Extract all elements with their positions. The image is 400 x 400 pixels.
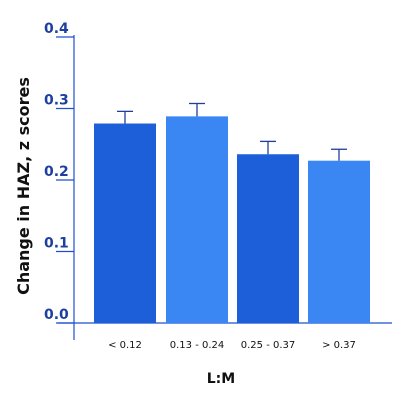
bar [166, 116, 228, 324]
y-ticks: 0.0 0.1 0.2 0.3 0.4 [44, 21, 74, 324]
x-tick-label: < 0.12 [108, 340, 142, 351]
y-axis-title: Change in HAZ, z scores [14, 77, 33, 295]
bars [94, 116, 370, 324]
x-axis-title: L:M [207, 371, 235, 387]
x-ticks: < 0.12 0.13 - 0.24 0.25 - 0.37 > 0.37 [108, 340, 356, 351]
bar [237, 154, 299, 323]
bar [94, 123, 156, 323]
y-tick-label: 0.3 [44, 93, 69, 109]
y-tick-label: 0.2 [44, 164, 69, 180]
y-tick-label: 0.0 [44, 307, 69, 323]
error-bars [117, 102, 347, 161]
y-tick-label: 0.1 [44, 236, 69, 252]
x-tick-label: > 0.37 [322, 340, 356, 351]
y-tick-label: 0.4 [44, 21, 69, 37]
bar [308, 160, 370, 323]
x-tick-label: 0.13 - 0.24 [170, 340, 225, 351]
x-tick-label: 0.25 - 0.37 [241, 340, 296, 351]
